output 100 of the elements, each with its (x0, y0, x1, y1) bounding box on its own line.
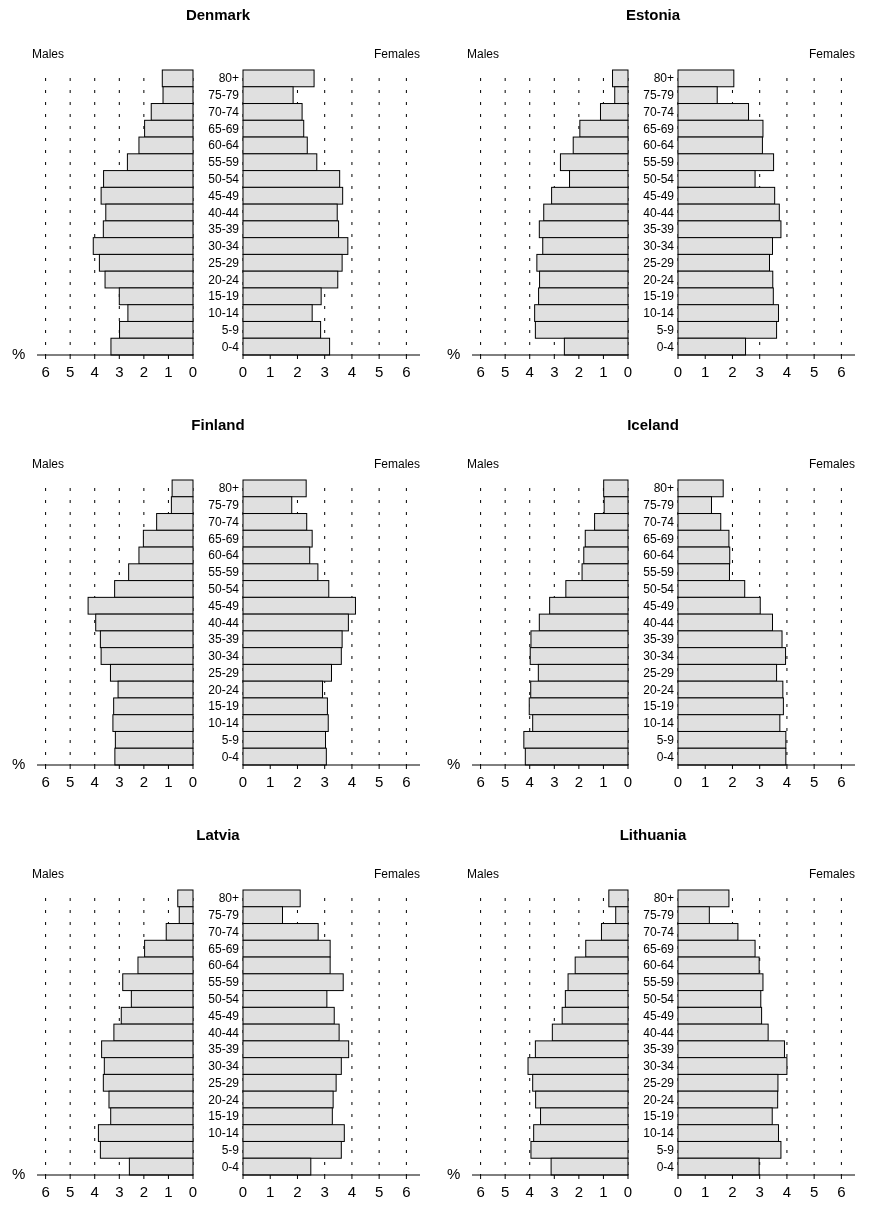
x-tick-label: 3 (755, 773, 764, 790)
x-tick-label: 4 (525, 1183, 534, 1200)
x-tick-label: 1 (266, 773, 275, 790)
x-tick-label: 2 (293, 1183, 302, 1200)
y-tick-label: 80+ (653, 71, 674, 86)
x-tick-label: 4 (90, 1183, 99, 1200)
y-tick-label: 80+ (218, 481, 239, 496)
y-tick-label: 65-69 (643, 121, 675, 136)
x-tick-label: 2 (574, 773, 584, 790)
y-tick-label: 40-44 (643, 615, 675, 630)
text: Females (808, 457, 855, 471)
y-tick-label: 0-4 (221, 1159, 240, 1174)
y-tick-label: 40-44 (208, 1025, 240, 1040)
y-tick-label: 20-24 (643, 272, 675, 287)
y-tick-label: 35-39 (208, 1042, 240, 1057)
y-tick-label: 60-64 (643, 958, 675, 973)
x-tick-label: 1 (599, 363, 608, 380)
y-tick-label: 45-49 (643, 188, 675, 203)
x-tick-label: 2 (293, 363, 302, 380)
y-tick-label: 10-14 (208, 1126, 240, 1141)
y-tick-label: 55-59 (208, 565, 240, 580)
x-tick-label: 6 (402, 1183, 411, 1200)
chart-title: Estonia (625, 6, 681, 23)
y-tick-label: 75-79 (208, 908, 240, 923)
y-tick-label: 35-39 (208, 222, 240, 237)
y-tick-label: 20-24 (208, 272, 240, 287)
x-tick-label: 4 (347, 363, 357, 380)
chart-title: Denmark (185, 6, 251, 23)
y-tick-label: 50-54 (208, 581, 240, 596)
y-tick-label: 15-19 (643, 699, 675, 714)
y-tick-label: 60-64 (208, 138, 240, 153)
x-tick-label: 6 (476, 1183, 485, 1200)
y-tick-label: 0-4 (221, 749, 240, 764)
y-tick-label: 0-4 (656, 749, 675, 764)
x-tick-label: 5 (65, 773, 75, 790)
x-tick-label: 6 (476, 773, 485, 790)
text: Females (808, 47, 855, 61)
x-tick-label: 0 (238, 363, 248, 380)
y-tick-label: 50-54 (208, 991, 240, 1006)
text: Males (467, 47, 500, 61)
y-tick-label: 60-64 (208, 958, 240, 973)
x-tick-label: 5 (374, 1183, 384, 1200)
y-tick-label: 15-19 (208, 699, 240, 714)
x-axis-title: % (12, 345, 26, 362)
y-tick-label: 35-39 (643, 222, 675, 237)
x-tick-label: 3 (115, 363, 124, 380)
y-tick-label: 25-29 (208, 665, 240, 680)
y-tick-label: 25-29 (643, 1075, 675, 1090)
x-tick-label: 6 (837, 363, 846, 380)
x-tick-label: 4 (782, 1183, 792, 1200)
x-tick-label: 4 (525, 363, 534, 380)
y-tick-label: 35-39 (643, 1042, 675, 1057)
x-tick-label: 2 (293, 773, 302, 790)
y-tick-label: 30-34 (643, 1059, 675, 1074)
x-tick-label: 6 (41, 1183, 50, 1200)
text: Females (373, 47, 420, 61)
text: Females (373, 867, 420, 881)
y-tick-label: 45-49 (643, 598, 675, 613)
y-tick-label: 5-9 (656, 1142, 675, 1157)
y-tick-label: 5-9 (221, 322, 240, 337)
x-tick-label: 5 (374, 363, 384, 380)
x-tick-label: 4 (347, 1183, 357, 1200)
y-tick-label: 55-59 (208, 155, 240, 170)
x-tick-label: 1 (599, 773, 608, 790)
y-tick-label: 5-9 (221, 732, 240, 747)
y-tick-label: 55-59 (643, 155, 675, 170)
text: Females (808, 867, 855, 881)
y-tick-label: 15-19 (643, 1109, 675, 1124)
y-tick-label: 20-24 (643, 682, 675, 697)
x-tick-label: 2 (139, 363, 149, 380)
x-tick-label: 4 (782, 363, 792, 380)
y-tick-label: 55-59 (643, 975, 675, 990)
text: Males (467, 457, 500, 471)
y-tick-label: 0-4 (656, 1159, 675, 1174)
x-tick-label: 3 (550, 363, 559, 380)
y-tick-label: 65-69 (208, 121, 240, 136)
y-tick-label: 50-54 (643, 991, 675, 1006)
x-tick-label: 4 (347, 773, 357, 790)
y-tick-label: 10-14 (208, 306, 240, 321)
y-tick-label: 15-19 (208, 1109, 240, 1124)
x-tick-label: 2 (728, 363, 737, 380)
y-tick-label: 55-59 (643, 565, 675, 580)
y-tick-label: 25-29 (208, 1075, 240, 1090)
y-tick-label: 70-74 (643, 514, 675, 529)
y-tick-label: 20-24 (208, 682, 240, 697)
y-tick-label: 0-4 (221, 339, 240, 354)
x-tick-label: 1 (701, 773, 710, 790)
y-tick-label: 25-29 (643, 255, 675, 270)
text: Females (373, 457, 420, 471)
y-tick-label: 30-34 (208, 1059, 240, 1074)
y-tick-label: 15-19 (643, 289, 675, 304)
y-tick-label: 50-54 (208, 171, 240, 186)
x-axis-title: % (447, 345, 461, 362)
y-tick-label: 40-44 (208, 615, 240, 630)
y-tick-label: 5-9 (656, 322, 675, 337)
x-tick-label: 2 (139, 773, 149, 790)
x-tick-label: 3 (115, 1183, 124, 1200)
text: Males (32, 47, 65, 61)
y-tick-label: 10-14 (643, 716, 675, 731)
x-tick-label: 0 (623, 363, 633, 380)
